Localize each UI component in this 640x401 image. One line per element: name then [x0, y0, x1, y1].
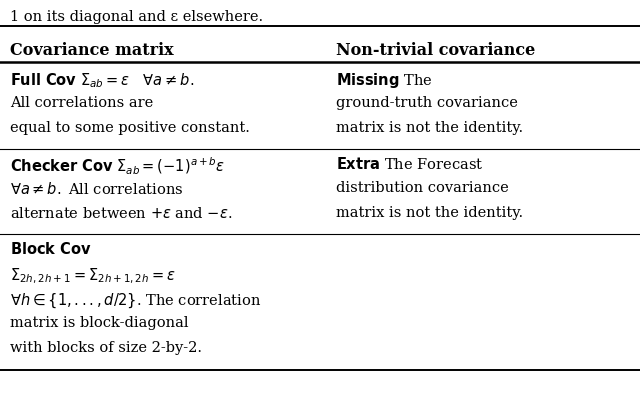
Text: $\forall a{\neq}b.$ All correlations: $\forall a{\neq}b.$ All correlations: [10, 181, 183, 197]
Text: matrix is not the identity.: matrix is not the identity.: [336, 121, 523, 135]
Text: $\forall h{\in}\{1,...,d/2\}$. The correlation: $\forall h{\in}\{1,...,d/2\}$. The corre…: [10, 291, 261, 310]
Text: alternate between $+\varepsilon$ and $-\varepsilon$.: alternate between $+\varepsilon$ and $-\…: [10, 206, 232, 221]
Text: $\mathbf{Extra}$ The Forecast: $\mathbf{Extra}$ The Forecast: [336, 156, 483, 172]
Text: equal to some positive constant.: equal to some positive constant.: [10, 121, 250, 135]
Text: ground-truth covariance: ground-truth covariance: [336, 96, 518, 110]
Text: 1 on its diagonal and ε elsewhere.: 1 on its diagonal and ε elsewhere.: [10, 10, 263, 24]
Text: $\Sigma_{2h,2h+1}{=}\Sigma_{2h+1,2h}{=}\varepsilon$: $\Sigma_{2h,2h+1}{=}\Sigma_{2h+1,2h}{=}\…: [10, 266, 175, 286]
Text: Covariance matrix: Covariance matrix: [10, 42, 173, 59]
Text: $\mathbf{Missing}$ The: $\mathbf{Missing}$ The: [336, 71, 433, 90]
Text: $\mathbf{Full\ Cov}\ \Sigma_{ab}{=}\varepsilon\quad\forall a{\neq}b.$: $\mathbf{Full\ Cov}\ \Sigma_{ab}{=}\vare…: [10, 71, 194, 90]
Text: distribution covariance: distribution covariance: [336, 181, 509, 195]
Text: $\mathbf{Block\ Cov}$: $\mathbf{Block\ Cov}$: [10, 241, 91, 257]
Text: $\mathbf{Checker\ Cov}\ \Sigma_{ab}{=}({-1})^{a+b}\varepsilon$: $\mathbf{Checker\ Cov}\ \Sigma_{ab}{=}({…: [10, 156, 225, 178]
Text: All correlations are: All correlations are: [10, 96, 153, 110]
Text: matrix is not the identity.: matrix is not the identity.: [336, 206, 523, 220]
Text: with blocks of size 2-by-2.: with blocks of size 2-by-2.: [10, 341, 202, 355]
Text: Non-trivial covariance: Non-trivial covariance: [336, 42, 535, 59]
Text: matrix is block-diagonal: matrix is block-diagonal: [10, 316, 188, 330]
